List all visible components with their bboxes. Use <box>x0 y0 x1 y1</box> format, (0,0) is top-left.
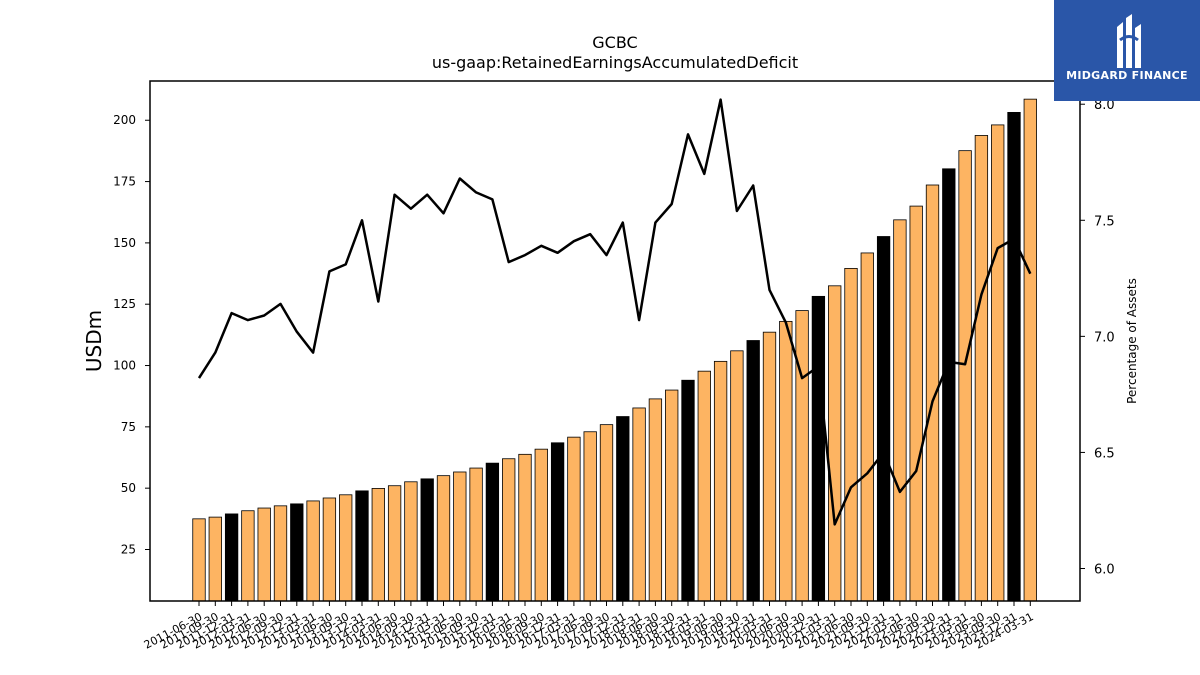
bar <box>436 475 451 602</box>
bar <box>241 510 255 602</box>
y-tick-label: 150 <box>113 236 136 250</box>
bar <box>876 236 891 602</box>
bar <box>192 518 206 602</box>
bar <box>224 513 239 602</box>
bar <box>371 488 385 602</box>
bar <box>339 494 353 602</box>
y2-axis-label: Percentage of Assets <box>1125 278 1139 404</box>
bar <box>893 219 907 602</box>
bar <box>355 490 369 602</box>
bar <box>420 478 434 602</box>
logo: MIDGARD FINANCE <box>1054 0 1200 101</box>
bar <box>648 398 663 602</box>
bar <box>681 379 695 602</box>
bar <box>567 436 581 602</box>
bar <box>958 150 972 602</box>
bar <box>273 505 288 602</box>
bar <box>713 360 728 602</box>
bar <box>550 442 565 602</box>
bar <box>322 497 337 602</box>
plot-frame <box>149 80 1081 602</box>
bar <box>534 448 548 602</box>
bar <box>811 295 826 602</box>
y2-tick-label: 7.5 <box>1094 214 1115 229</box>
bar <box>502 458 516 602</box>
chart-title: GCBC <box>592 33 638 52</box>
y-tick-label: 50 <box>121 481 136 495</box>
bar <box>730 350 744 602</box>
bar <box>404 481 418 602</box>
bar <box>860 252 874 602</box>
bar <box>485 462 500 602</box>
bar <box>387 485 402 602</box>
y2-tick-label: 7.0 <box>1094 330 1115 345</box>
bar <box>746 340 760 602</box>
chart-subtitle: us-gaap:RetainedEarningsAccumulatedDefic… <box>431 53 799 72</box>
bar <box>697 370 711 602</box>
bar <box>795 310 809 602</box>
bar <box>599 424 614 602</box>
series-line <box>197 98 1032 526</box>
y2-tick-label: 6.5 <box>1094 446 1115 461</box>
bar <box>779 320 793 602</box>
y-tick-label: 200 <box>113 113 136 127</box>
bar <box>1007 111 1021 602</box>
bar <box>290 503 304 602</box>
y-axis-label: USDm <box>82 310 106 372</box>
y-tick-label: 75 <box>121 420 136 434</box>
bar <box>1023 98 1037 602</box>
y2-tick-label: 8.0 <box>1094 98 1115 113</box>
y-tick-label: 100 <box>113 359 136 373</box>
logo-mark-icon <box>1117 14 1141 68</box>
y2-tick-label: 6.0 <box>1094 563 1115 578</box>
bar <box>616 416 630 602</box>
bar <box>974 135 989 602</box>
logo-text: MIDGARD FINANCE <box>1066 69 1188 82</box>
bar <box>665 389 679 602</box>
bar <box>844 267 858 602</box>
bar <box>762 331 777 602</box>
y-tick-label: 175 <box>113 175 136 189</box>
bar <box>942 168 956 602</box>
bar <box>991 124 1005 602</box>
bar <box>518 453 532 602</box>
bar <box>208 516 222 602</box>
bar <box>306 500 320 602</box>
bar <box>583 431 597 602</box>
bar <box>469 467 483 602</box>
bar <box>453 471 467 602</box>
bar <box>909 205 923 602</box>
bar <box>828 285 842 602</box>
y-tick-label: 125 <box>113 297 136 311</box>
bar <box>257 507 271 602</box>
bar <box>632 407 646 602</box>
y-tick-label: 25 <box>121 542 136 556</box>
